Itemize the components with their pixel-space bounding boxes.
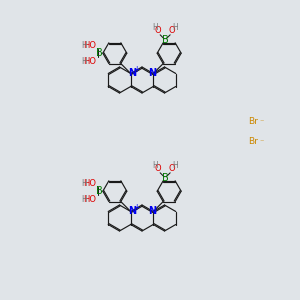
Text: B: B (97, 48, 103, 58)
Text: HO: HO (83, 179, 96, 188)
Text: H: H (172, 161, 178, 170)
Text: N: N (148, 206, 156, 217)
Text: ⁻: ⁻ (260, 118, 264, 127)
Text: O: O (155, 26, 161, 35)
Text: H: H (81, 195, 87, 204)
Text: H: H (81, 57, 87, 66)
Text: B: B (97, 186, 103, 196)
Text: B: B (162, 35, 169, 45)
Text: H: H (152, 23, 158, 32)
Text: N: N (128, 206, 136, 217)
Text: ⁻: ⁻ (260, 137, 264, 146)
Text: H: H (172, 23, 178, 32)
Text: Br: Br (248, 118, 258, 127)
Text: H: H (81, 179, 87, 188)
Text: O: O (155, 164, 161, 173)
Text: O: O (169, 164, 175, 173)
Text: HO: HO (83, 41, 96, 50)
Text: O: O (169, 26, 175, 35)
Text: B: B (162, 173, 169, 183)
Text: H: H (152, 161, 158, 170)
Text: HO: HO (83, 57, 96, 66)
Text: N: N (128, 68, 136, 79)
Text: +: + (133, 203, 140, 212)
Text: Br: Br (248, 137, 258, 146)
Text: HO: HO (83, 195, 96, 204)
Text: +: + (133, 65, 140, 74)
Text: H: H (81, 41, 87, 50)
Text: N: N (148, 68, 156, 79)
